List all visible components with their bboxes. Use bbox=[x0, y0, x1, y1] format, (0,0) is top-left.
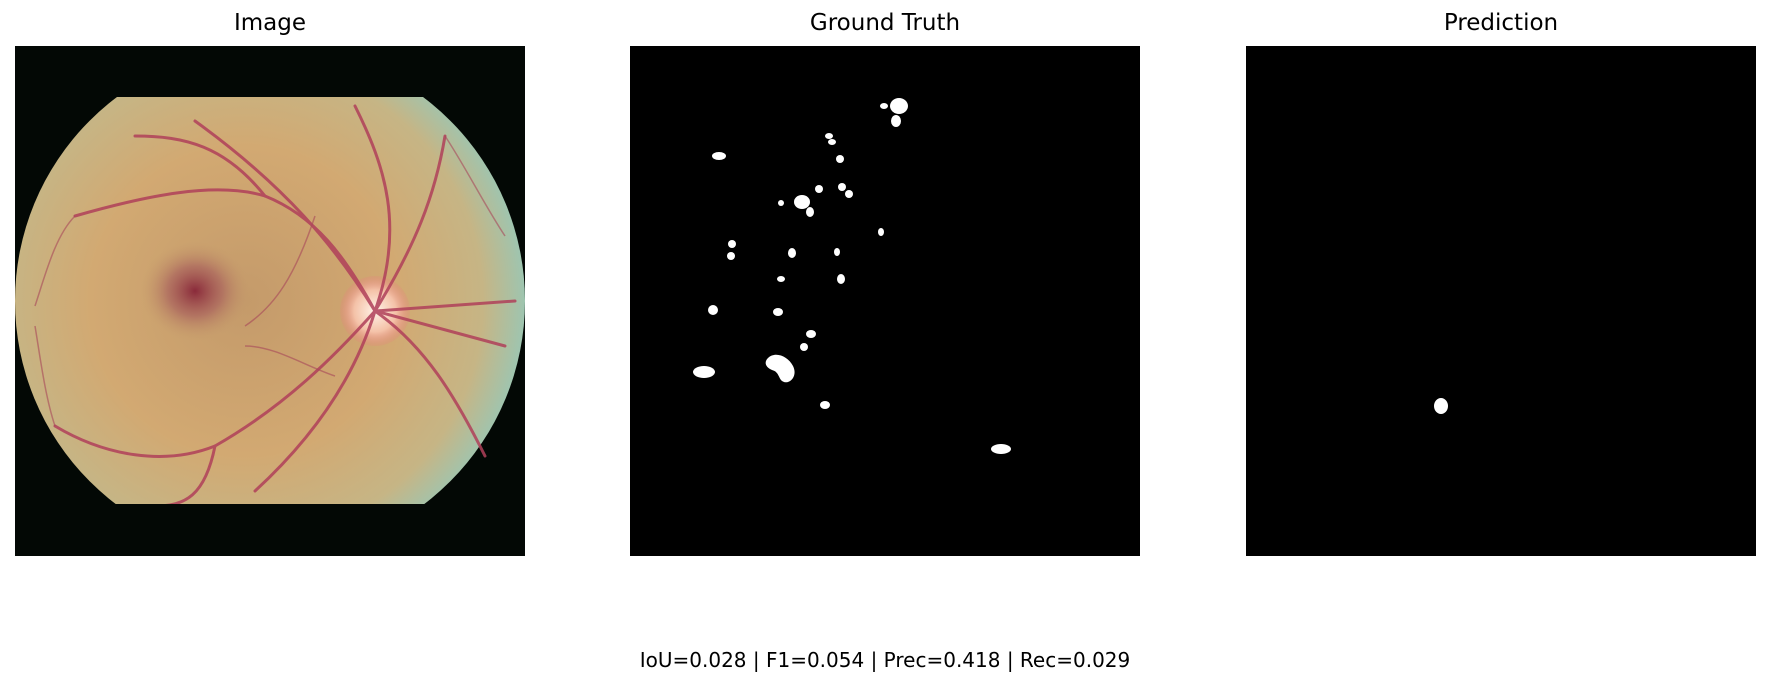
mask-blob bbox=[890, 98, 908, 114]
ground-truth-panel-title: Ground Truth bbox=[809, 10, 961, 36]
mask-blob bbox=[845, 190, 853, 198]
mask-blob bbox=[825, 133, 833, 139]
fundus-image bbox=[15, 46, 525, 556]
mask-blob bbox=[828, 139, 836, 145]
mask-blob bbox=[727, 252, 735, 260]
mask-blob bbox=[837, 274, 845, 284]
mask-blob bbox=[836, 155, 844, 163]
mask-blob bbox=[778, 200, 784, 206]
mask-blob bbox=[777, 276, 785, 282]
mask-blob bbox=[788, 248, 796, 258]
prediction-panel bbox=[1246, 46, 1756, 556]
mask-blob bbox=[806, 330, 816, 338]
mask-blob bbox=[878, 228, 884, 236]
mask-blob bbox=[773, 308, 783, 316]
mask-blob bbox=[838, 183, 846, 191]
prediction-mask bbox=[1246, 46, 1756, 556]
mask-blob bbox=[815, 185, 823, 193]
mask-blob bbox=[800, 343, 808, 351]
fundus-image-panel bbox=[15, 46, 525, 556]
mask-blob bbox=[806, 207, 814, 217]
mask-blob bbox=[820, 401, 830, 409]
mask-blob bbox=[891, 115, 901, 127]
mask-blob bbox=[712, 152, 726, 160]
mask-blob bbox=[794, 195, 810, 209]
metrics-caption: IoU=0.028 | F1=0.054 | Prec=0.418 | Rec=… bbox=[639, 648, 1131, 672]
mask-blob bbox=[693, 366, 715, 378]
mask-blob bbox=[834, 248, 840, 256]
mask-blob bbox=[765, 354, 795, 383]
ground-truth-panel bbox=[630, 46, 1140, 556]
mask-blob bbox=[991, 444, 1011, 454]
mask-blob bbox=[728, 240, 736, 248]
mask-blob bbox=[880, 103, 888, 109]
ground-truth-mask bbox=[630, 46, 1140, 556]
mask-blob bbox=[708, 305, 718, 315]
image-panel-title: Image bbox=[233, 10, 307, 36]
prediction-panel-title: Prediction bbox=[1443, 10, 1559, 36]
mask-blob bbox=[1434, 398, 1448, 414]
